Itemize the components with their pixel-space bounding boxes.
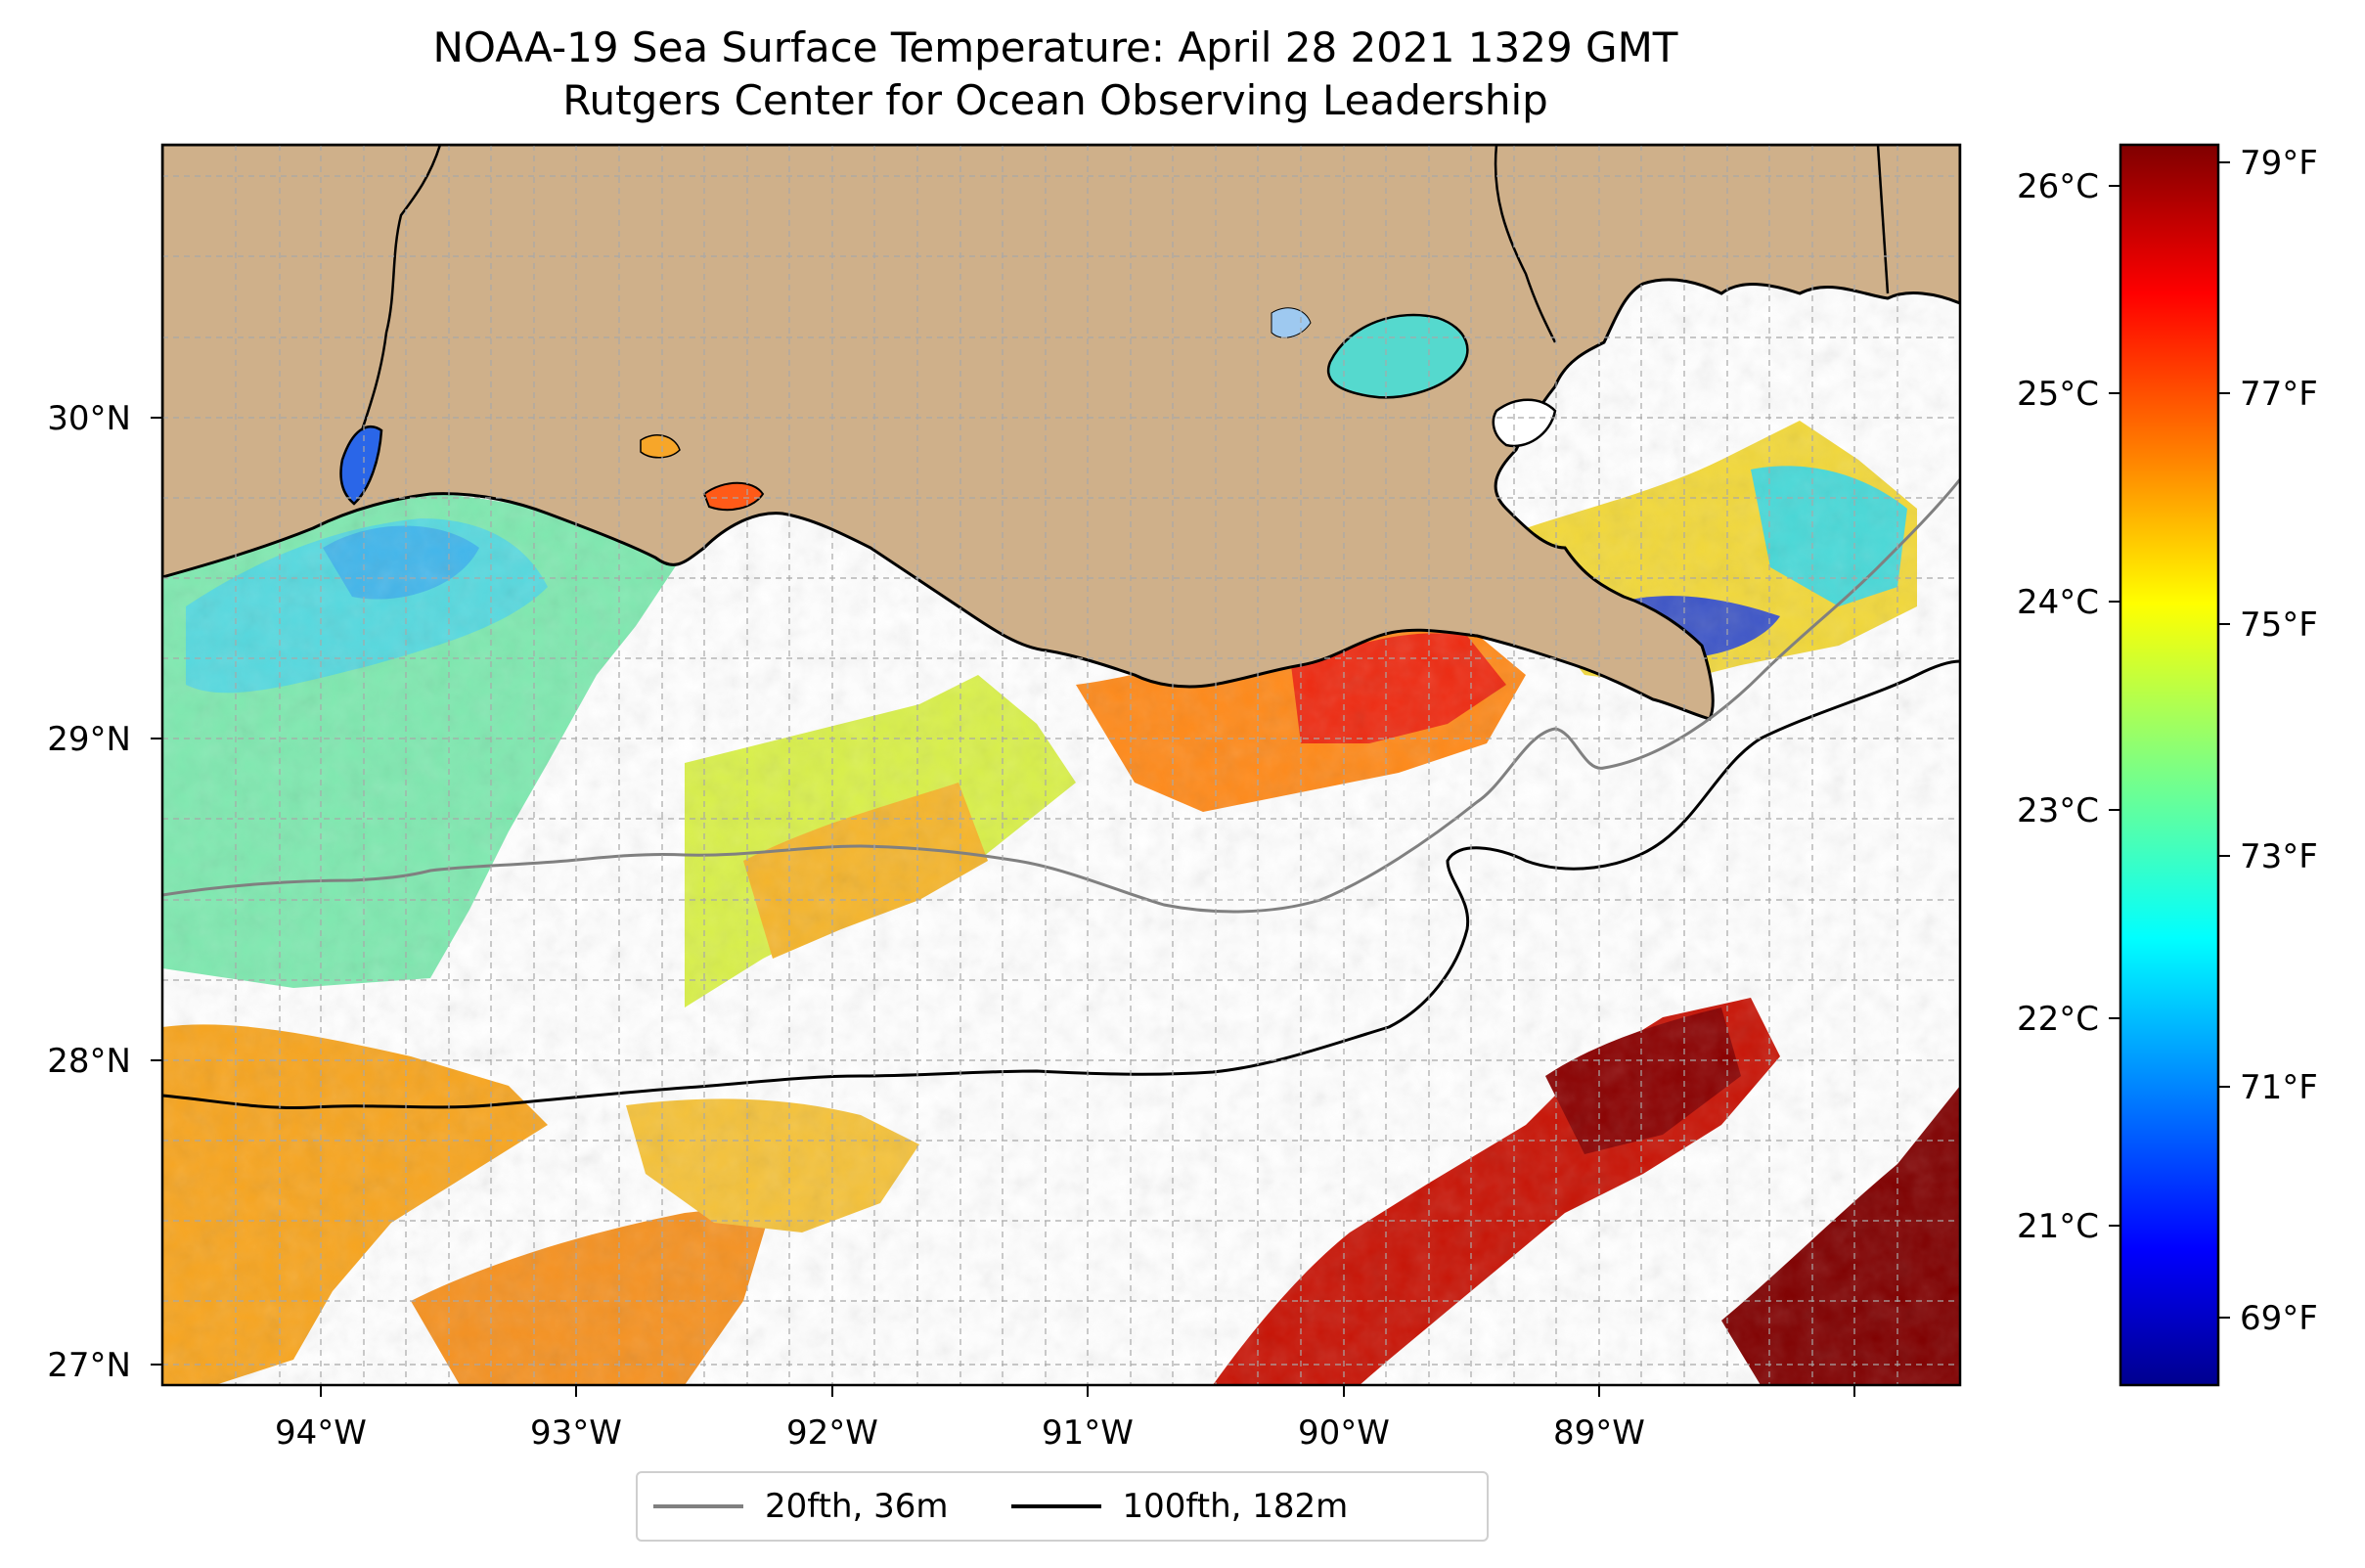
lat-label: 28°N xyxy=(47,1042,131,1081)
fahrenheit-label: 73°F xyxy=(2240,837,2318,876)
sst-data-layer xyxy=(162,145,1960,1385)
white-lake xyxy=(640,434,681,459)
colorbar-celsius-labels: 26°C 25°C 24°C 23°C 22°C 21°C xyxy=(2017,167,2099,1246)
celsius-label: 25°C xyxy=(2017,375,2099,414)
colorbar-fahrenheit-labels: 79°F 77°F 75°F 73°F 71°F 69°F xyxy=(2240,144,2318,1338)
land-mass xyxy=(162,145,1960,721)
legend-item-100fth: 100fth, 182m xyxy=(996,1487,1349,1526)
celsius-label: 21°C xyxy=(2017,1207,2099,1246)
celsius-label: 22°C xyxy=(2017,1000,2099,1039)
lake-borgne xyxy=(1492,398,1557,448)
lake-calcasieu xyxy=(339,426,383,506)
lat-label: 30°N xyxy=(47,399,131,438)
legend-label-20fth: 20fth, 36m xyxy=(765,1487,949,1526)
fahrenheit-label: 71°F xyxy=(2240,1068,2318,1107)
lake-pontchartrain xyxy=(1327,313,1469,399)
state-border-east xyxy=(1876,145,1890,294)
map-frame xyxy=(160,143,1962,1387)
fahrenheit-label: 77°F xyxy=(2240,375,2318,414)
isobath-legend: 20fth, 36m 100fth, 182m xyxy=(636,1471,1489,1542)
legend-swatch-20fth xyxy=(653,1504,743,1508)
state-border-north xyxy=(1494,145,1557,343)
legend-label-100fth: 100fth, 182m xyxy=(1122,1487,1349,1526)
axis-ticks xyxy=(151,417,1855,1397)
legend-swatch-100fth xyxy=(1010,1504,1101,1508)
fahrenheit-label: 75°F xyxy=(2240,605,2318,645)
fahrenheit-label: 69°F xyxy=(2240,1299,2318,1338)
celsius-label: 23°C xyxy=(2017,791,2099,830)
lon-label: 93°W xyxy=(530,1413,622,1453)
colorbar-ticks xyxy=(2109,161,2230,1319)
fahrenheit-label: 79°F xyxy=(2240,144,2318,183)
legend-item-20fth: 20fth, 36m xyxy=(638,1487,949,1526)
celsius-label: 26°C xyxy=(2017,167,2099,206)
lon-label: 90°W xyxy=(1298,1413,1390,1453)
lon-label: 92°W xyxy=(786,1413,878,1453)
state-border-west xyxy=(360,145,442,431)
longitude-labels: 94°W 93°W 92°W 91°W 90°W 89°W xyxy=(275,1413,1645,1453)
isobath-100fth xyxy=(162,659,1960,1110)
lon-label: 89°W xyxy=(1553,1413,1645,1453)
lat-label: 27°N xyxy=(47,1346,131,1385)
graticule xyxy=(162,145,1960,1385)
colorbar xyxy=(2119,143,2220,1387)
latitude-labels: 30°N 29°N 28°N 27°N xyxy=(47,399,131,1385)
map-title: NOAA-19 Sea Surface Temperature: April 2… xyxy=(0,22,2111,127)
celsius-label: 24°C xyxy=(2017,583,2099,622)
title-line-1: NOAA-19 Sea Surface Temperature: April 2… xyxy=(432,23,1678,71)
title-line-2: Rutgers Center for Ocean Observing Leade… xyxy=(562,76,1548,124)
lon-label: 94°W xyxy=(275,1413,367,1453)
vermilion-bay xyxy=(702,481,765,512)
lon-label: 91°W xyxy=(1042,1413,1134,1453)
lat-label: 29°N xyxy=(47,720,131,759)
